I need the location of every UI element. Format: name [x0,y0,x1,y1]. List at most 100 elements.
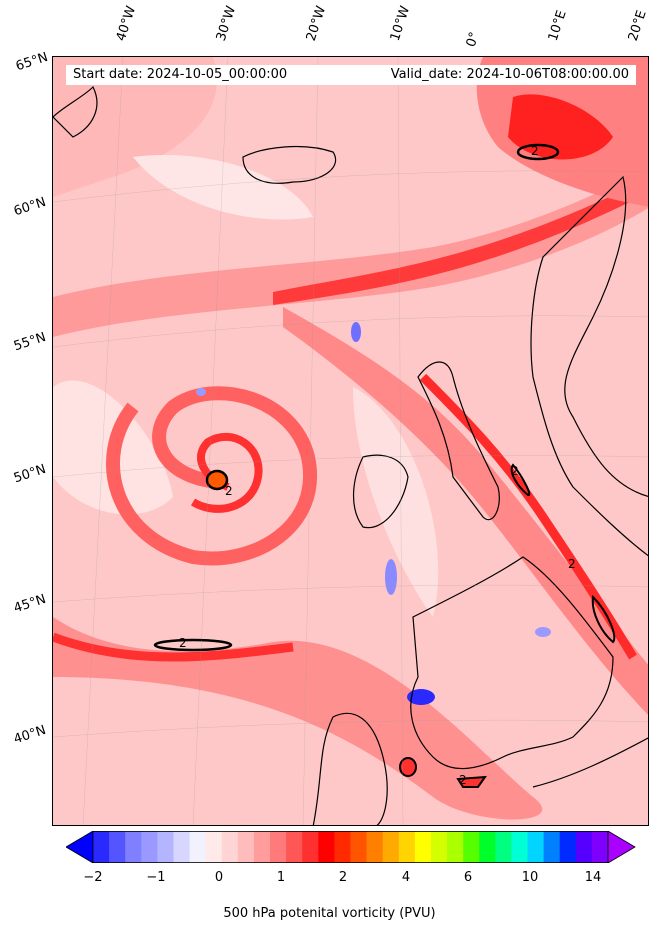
lat-label: 60°N [12,194,48,220]
date-header: Start date: 2024-10-05_00:00:00 Valid_da… [66,65,636,85]
colorbar-swatch [93,831,110,863]
negative-pv-blob [407,689,435,705]
pv-spiral-core [190,433,263,513]
valid-date-label: Valid_date: 2024-10-06T08:00:00.00 [390,67,629,82]
colorbar-swatch [109,831,126,863]
pv-core [508,94,613,160]
colorbar-swatch [334,831,351,863]
meridian-line [397,57,404,825]
lat-label: 40°N [12,722,48,748]
italy-coast [532,737,648,788]
meridian-line [82,57,124,825]
contour-label: 2 [568,557,576,571]
colorbar-tick-label: 1 [276,870,286,885]
lat-label: 50°N [12,461,48,487]
lon-label: 30°W [213,4,240,43]
colorbar-swatch [221,831,239,863]
colorbar-tick-label: 0 [214,870,224,885]
pv-2-contour [456,775,488,788]
lon-label: 10°W [387,4,414,43]
negative-pv-blob [535,627,551,637]
colorbar-max-arrow [607,831,636,863]
colorbar-swatch [318,831,335,863]
colorbar-tick-label: 14 [584,870,602,885]
parallel-line [53,170,648,203]
colorbar-swatch [205,831,223,863]
colorbar-swatch [591,831,609,863]
colorbar-swatch [237,831,255,863]
colorbar-swatch [447,831,464,863]
colorbar-label: 500 hPa potenital vorticity (PVU) [223,906,436,921]
colorbar-swatch [527,831,545,863]
colorbar-swatch [543,831,561,863]
negative-pv-blob [385,559,397,595]
pv-2-contour [153,638,233,652]
parallel-line [53,454,648,478]
colorbar-swatch [141,831,158,863]
lon-label: 40°W [113,4,140,43]
start-date-label: Start date: 2024-10-05_00:00:00 [73,67,288,82]
great-britain-coast [417,361,500,521]
colorbar-swatch [559,831,577,863]
iberia-coast [312,712,388,825]
lon-label: 10°E [545,8,570,44]
greenland-coast [53,85,98,138]
lat-label: 45°N [12,591,48,617]
lat-label: 55°N [12,329,48,355]
scandinavia-coast [530,175,648,557]
pv-2-contour [591,594,616,644]
colorbar-swatch [366,831,384,863]
pv-2-contour [399,757,417,777]
colorbar-swatch [189,831,207,863]
colorbar-swatch [286,831,303,863]
meridian-line [192,57,229,825]
parallel-line [53,719,648,738]
colorbar-swatch [414,831,432,863]
colorbar-swatch [350,831,368,863]
colorbar-swatch [495,831,512,863]
meridian-line [302,57,319,825]
colorbar-tick-label: −2 [83,870,103,885]
lat-label: 65°N [14,49,50,75]
coastlines [53,85,648,825]
pv-2-contour [516,143,560,161]
colorbar-swatch [125,831,142,863]
iceland-coast [242,145,337,184]
pv-band [53,617,543,820]
colorbar-swatch [430,831,448,863]
colorbar-swatch [173,831,191,863]
colorbar-tick-label: 10 [521,870,539,885]
parallel-line [53,584,648,603]
negative-pv-blob [196,388,206,396]
pv-map: 2 2 2 2 2 2 [52,56,649,826]
colorbar-swatch [511,831,529,863]
contour-label: 2 [225,484,233,498]
pv-2-contour [205,469,229,491]
colorbar-swatch [382,831,400,863]
contour-label: 2 [179,636,187,650]
pv-region [133,155,313,220]
pv-jet-band [53,168,648,337]
contour-label: 2 [531,144,539,158]
colorbar-swatch [302,831,319,863]
ireland-coast [352,454,409,529]
colorbar-outline [92,831,609,863]
colorbar-swatch [398,831,416,863]
parallel-line [53,315,648,348]
pv-band-core [53,632,294,662]
colorbar-swatch [157,831,174,863]
contour-label: 2 [511,464,519,478]
colorbar-tick-label: 4 [401,870,411,885]
lon-label: 20°E [625,8,650,44]
colorbar-tick-label: 2 [338,870,348,885]
lon-label: 20°W [303,4,330,43]
colorbar-swatch [253,831,271,863]
pv-2-contour [510,463,531,496]
france-coast [410,556,614,770]
colorbar-swatch [479,831,496,863]
lon-label: 0° [463,30,483,49]
colorbar-swatch [463,831,480,863]
pv-region [353,387,439,617]
colorbar-swatch [270,831,287,863]
colorbar-swatch [575,831,593,863]
